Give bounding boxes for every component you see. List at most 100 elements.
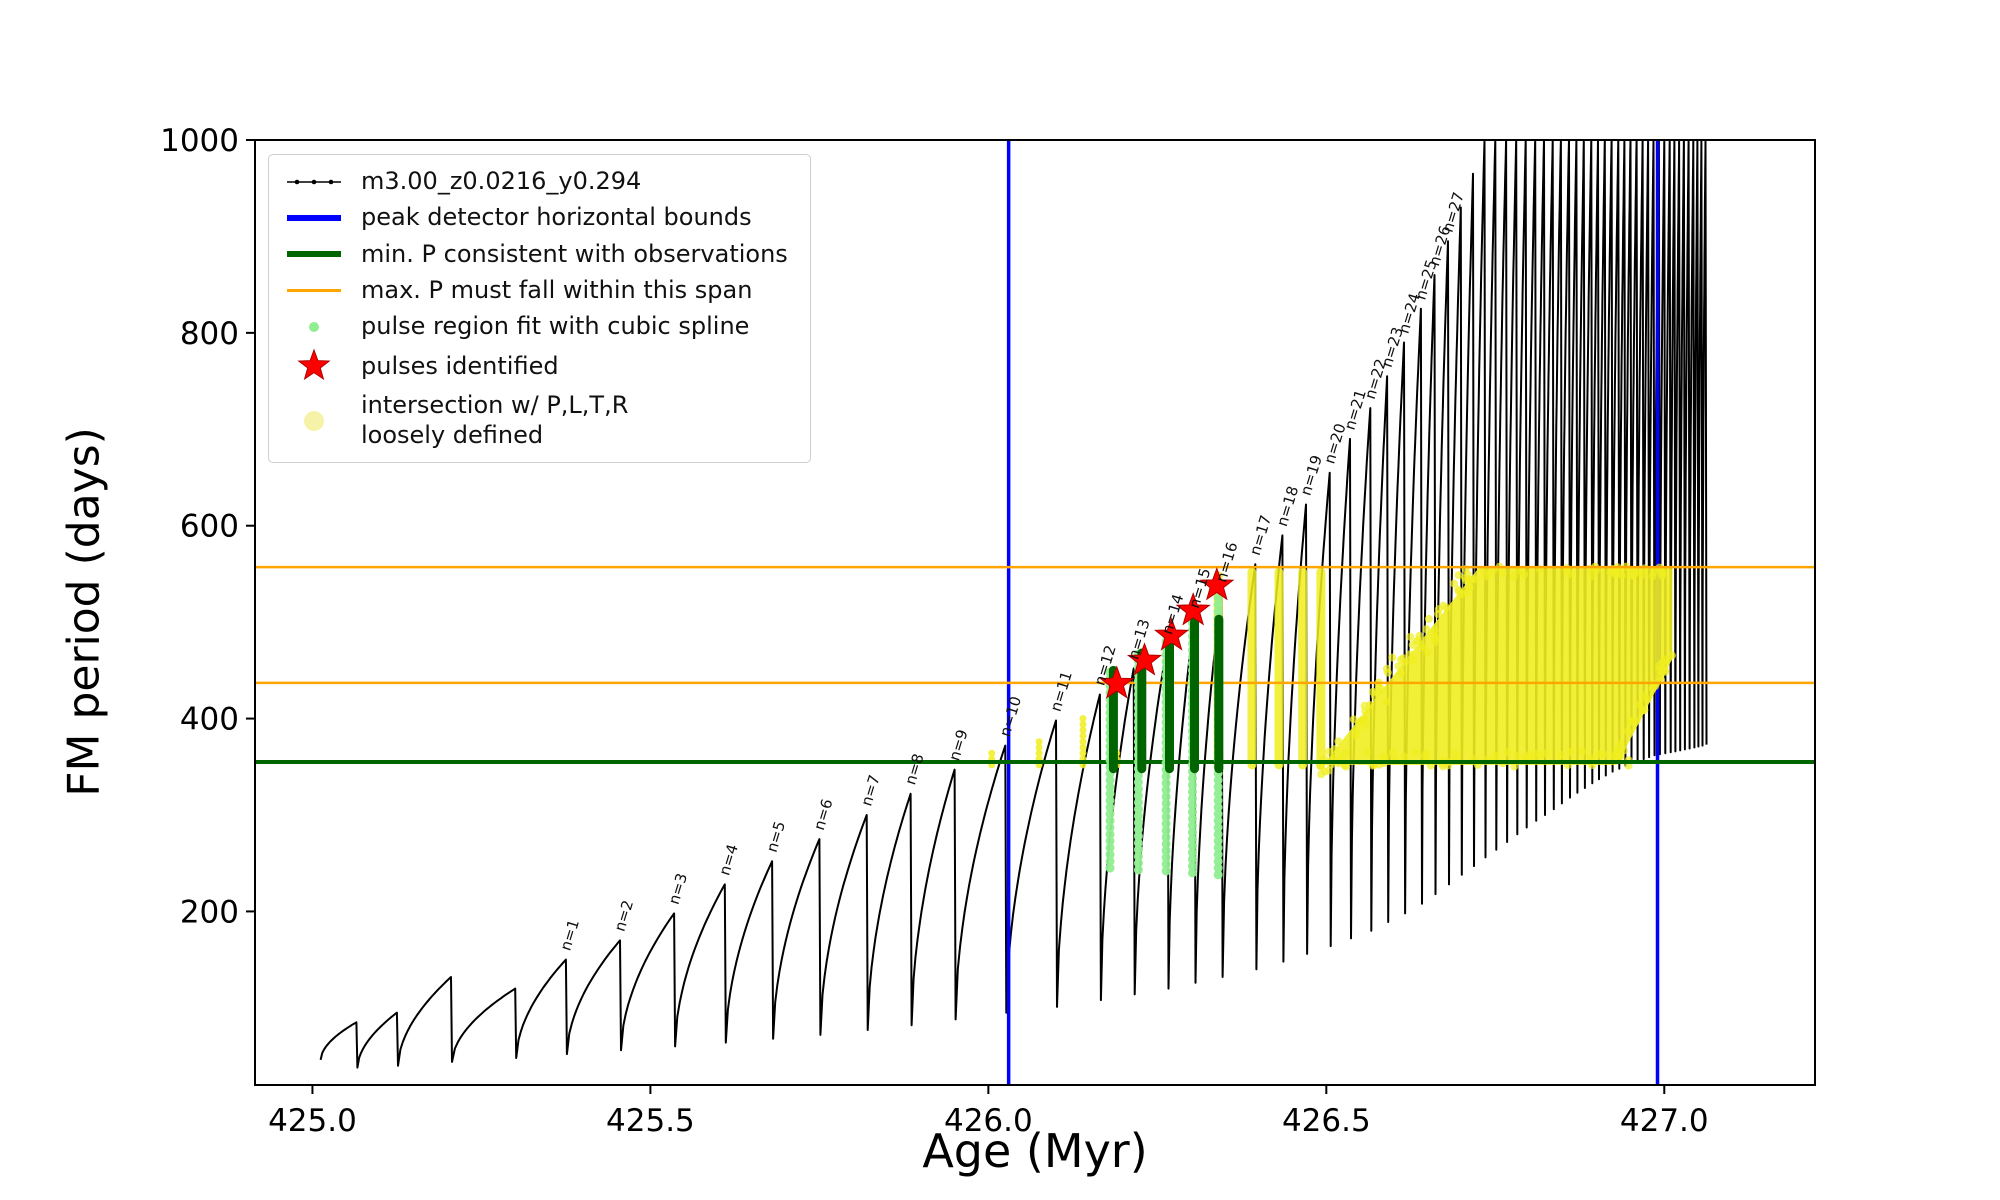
pulse-region-dot [1213, 802, 1223, 812]
peak-n-label: n=11 [1047, 669, 1076, 714]
pulse-region-dot [1213, 782, 1223, 792]
legend-item: intersection w/ P,L,T,R loosely defined [283, 391, 788, 450]
intersection-dot [1658, 665, 1667, 674]
intersection-dot [1628, 571, 1637, 580]
peak-n-label: n=2 [611, 898, 637, 934]
y-tick-label: 1000 [160, 123, 239, 159]
pulse-region-dot [1105, 856, 1115, 866]
intersection-dot [1415, 631, 1424, 640]
intersection-dot [1420, 752, 1429, 761]
intersection-dot [1457, 590, 1466, 599]
intersection-dot [1434, 605, 1443, 614]
intersection-dot [1481, 572, 1490, 581]
pulse-region-dot [1105, 850, 1115, 860]
pulse-region-dot [1133, 845, 1143, 855]
peak-n-label: n=6 [810, 797, 836, 833]
pulse-region-dot [1187, 841, 1197, 851]
intersection-dot [1383, 668, 1392, 677]
pulse-region-dot [1161, 812, 1171, 822]
pulse-region-dot [1187, 861, 1197, 871]
intersection-dot [1079, 738, 1087, 746]
pulse-region-dot [1161, 852, 1171, 862]
pulse-region-dot [1105, 796, 1115, 806]
intersection-dot [1330, 745, 1339, 754]
intersection-dot [1400, 658, 1409, 667]
intersection-dot [1503, 748, 1512, 757]
pulse-region-dot [1105, 809, 1115, 819]
pulse-region-dot [1161, 771, 1171, 781]
pulse-region-dot [1213, 593, 1223, 603]
peak-n-label: n=7 [857, 773, 883, 809]
peak-n-label: n=3 [665, 871, 691, 907]
thick-line-marker-icon [283, 251, 345, 258]
intersection-dot [1079, 732, 1087, 740]
legend-item: min. P consistent with observations [283, 240, 788, 269]
peak-n-label: n=10 [996, 694, 1025, 739]
intersection-dot [988, 749, 996, 757]
intersection-dot [1578, 747, 1587, 756]
intersection-dot [1079, 720, 1087, 728]
intersection-dot [1498, 569, 1507, 578]
pulse-region-dot [1161, 778, 1171, 788]
axes-frame [254, 139, 1816, 1086]
dot-marker-icon [283, 321, 345, 332]
line-dot-marker-icon [283, 172, 345, 192]
intersection-dot [1349, 715, 1358, 724]
pulse-region-dot [1105, 789, 1115, 799]
peak-n-label: n=9 [945, 727, 971, 763]
pulse-region-dot [1133, 784, 1143, 794]
pulse-region-dot [1187, 848, 1197, 858]
pulse-region-dot [1105, 802, 1115, 812]
intersection-dot [1466, 575, 1475, 584]
pulse-region-dot [1133, 865, 1143, 875]
pulse-region-dot [1133, 811, 1143, 821]
intersection-dot [1451, 749, 1460, 758]
intersection-dot [1465, 583, 1474, 592]
legend-item-label: peak detector horizontal bounds [361, 203, 752, 232]
intersection-dot [1334, 737, 1343, 746]
intersection-dot [1409, 655, 1418, 664]
pulse-region-dot [1133, 851, 1143, 861]
pulse-region-dot [1187, 794, 1197, 804]
pulse-region-dot [1213, 789, 1223, 799]
pulse-region-dot [1213, 856, 1223, 866]
legend-item: pulse region fit with cubic spline [283, 312, 788, 341]
pulse-region-dot [1105, 829, 1115, 839]
legend-item-label: max. P must fall within this span [361, 275, 753, 304]
x-tick-label: 427.0 [1620, 1103, 1709, 1139]
intersection-dot [1400, 752, 1409, 761]
intersection-dot [1595, 750, 1604, 759]
pulse-region-dot [1161, 805, 1171, 815]
intersection-dot [1658, 569, 1667, 578]
intersection-dot [1510, 762, 1519, 771]
peak-n-label: n=8 [901, 751, 927, 787]
pulse-region-dot [1161, 846, 1171, 856]
intersection-dot [1513, 751, 1522, 760]
pulse-region-dot [1187, 787, 1197, 797]
pulse-region-dot [1187, 821, 1197, 831]
pulse-region-dot [1187, 834, 1197, 844]
intersection-dot [1388, 748, 1397, 757]
intersection-dot [1626, 716, 1635, 725]
pulse-region-dot [1161, 785, 1171, 795]
peak-n-label: n=1 [557, 917, 583, 953]
pulse-region-dot [1133, 858, 1143, 868]
pulse-region-dot [1105, 823, 1115, 833]
peak-n-label: n=4 [715, 842, 741, 878]
intersection-dot [1388, 653, 1397, 662]
pulse-region-dot [1105, 836, 1115, 846]
intersection-dot [1079, 749, 1087, 757]
pulse-region-dot [1105, 782, 1115, 792]
pulse-region-dot [1161, 832, 1171, 842]
peak-n-label: n=17 [1246, 513, 1275, 558]
legend-item: pulses identified [283, 348, 788, 384]
pulse-region-dot [1213, 816, 1223, 826]
legend-item-label: intersection w/ P,L,T,R loosely defined [361, 391, 629, 449]
intersection-dot [1640, 691, 1649, 700]
pulse-star-icon [1175, 592, 1211, 626]
peak-n-label: n=16 [1212, 540, 1241, 585]
y-tick-label: 400 [180, 702, 239, 738]
pulse-region-dot [1161, 859, 1171, 869]
